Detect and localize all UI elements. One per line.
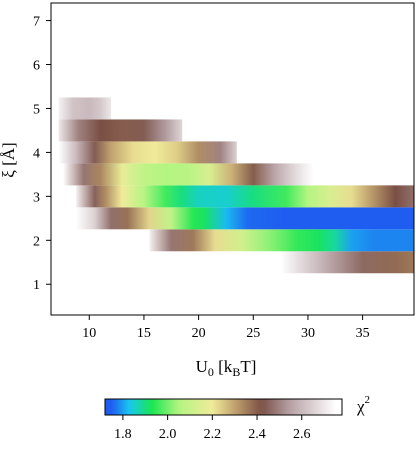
colorbar-tick-label: 2.6 — [293, 427, 311, 442]
plot-frame — [50, 2, 415, 316]
heatmap-row-xi-3.5 — [63, 163, 314, 186]
x-tick-label: 25 — [246, 326, 260, 341]
heatmap-row-xi-5 — [58, 97, 112, 120]
colorbar-tick-label: 2.0 — [159, 427, 177, 442]
heatmap-row-xi-2 — [149, 229, 414, 252]
colorbar-tick-label: 1.8 — [114, 427, 132, 442]
colorbar-gradient — [104, 398, 343, 416]
y-tick-label: 5 — [33, 102, 40, 117]
x-tick-label: 10 — [82, 326, 96, 341]
x-tick-label: 30 — [301, 326, 315, 341]
x-tick-label: 15 — [137, 326, 151, 341]
x-axis-label: U0 [kBT] — [196, 357, 257, 379]
colorbar-tick-label: 2.4 — [248, 427, 266, 442]
x-tick-label: 20 — [192, 326, 206, 341]
y-tick-label: 3 — [33, 190, 40, 205]
y-axis-ticks: 1 2 3 4 5 6 7 — [33, 15, 51, 293]
y-tick-label: 2 — [33, 234, 40, 249]
y-axis-label: ξ [Å] — [0, 142, 18, 177]
heatmap-row-xi-4 — [58, 141, 237, 164]
x-axis-ticks: 10 15 20 25 30 35 — [82, 315, 370, 341]
y-tick-label: 4 — [33, 146, 40, 161]
y-tick-label: 6 — [33, 59, 40, 74]
heatmap-row-xi-1.5 — [280, 251, 414, 274]
heatmap-row-xi-3 — [76, 185, 415, 208]
heatmap-layer — [58, 75, 415, 274]
colorbar-tick-label: 2.2 — [204, 427, 222, 442]
heatmap-row-xi-2.5 — [76, 207, 415, 230]
colorbar-ticks: 1.8 2.0 2.2 2.4 2.6 — [114, 415, 311, 442]
y-tick-label: 7 — [33, 15, 40, 30]
heatmap-row-xi-4.5 — [58, 119, 183, 142]
colorbar-label: χ2 — [356, 394, 370, 416]
heatmap-row-xi-5.5 — [73, 75, 95, 98]
y-tick-label: 1 — [33, 278, 40, 293]
x-tick-label: 35 — [356, 326, 370, 341]
